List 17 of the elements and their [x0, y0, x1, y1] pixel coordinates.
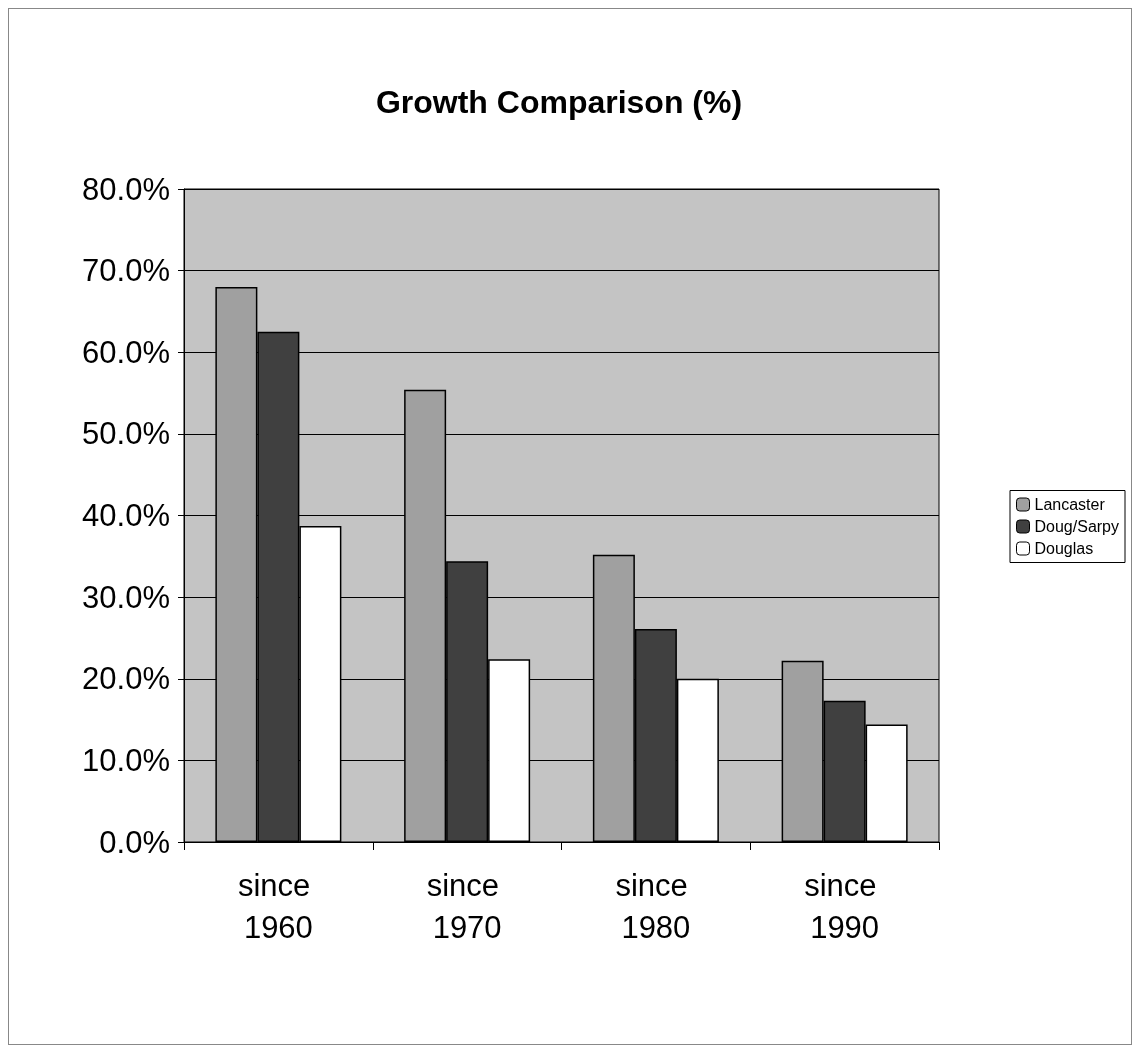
x-tick-label: since 1980 — [615, 867, 697, 945]
y-tick-label: 80.0% — [82, 171, 170, 207]
x-tick-label: since 1990 — [804, 867, 886, 945]
y-tick-label: 0.0% — [99, 824, 170, 860]
legend-label: Douglas — [1034, 540, 1094, 557]
x-tick-label: since 1960 — [237, 867, 319, 945]
y-tick-label: 10.0% — [82, 742, 170, 778]
y-tick-label: 40.0% — [82, 498, 170, 533]
chart-title: Growth Comparison (%) — [375, 84, 743, 120]
y-tick-label: 70.0% — [82, 253, 170, 289]
y-tick-label: 20.0% — [82, 661, 170, 697]
legend-label: Doug/Sarpy — [1034, 518, 1120, 535]
legend-label: Lancaster — [1034, 496, 1106, 513]
y-tick-label: 60.0% — [82, 334, 170, 370]
y-tick-label: 50.0% — [82, 416, 170, 452]
y-tick-label: 30.0% — [82, 579, 170, 615]
x-tick-label: since 1970 — [426, 867, 508, 945]
